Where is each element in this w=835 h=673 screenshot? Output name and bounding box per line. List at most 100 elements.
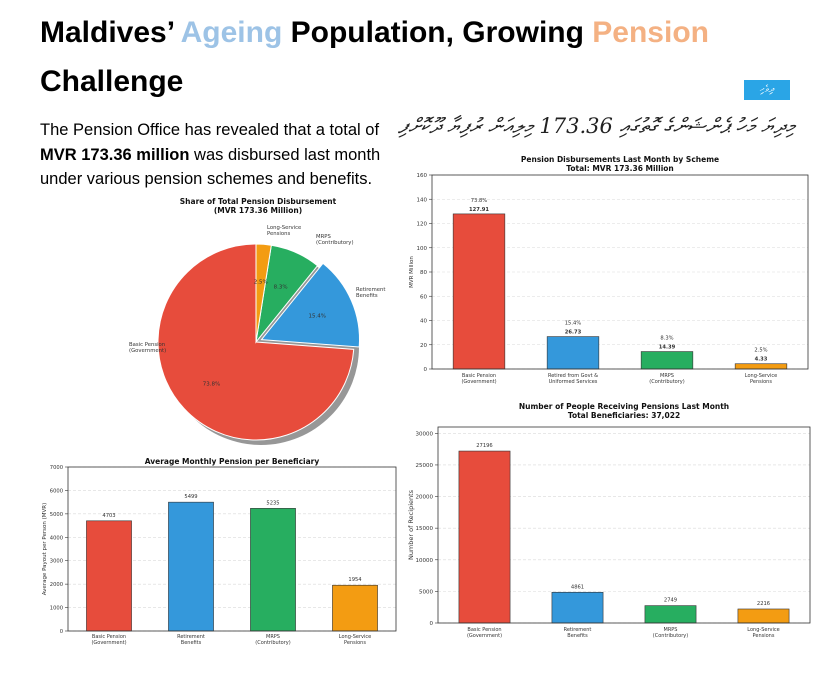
y-tick-label: 100	[417, 246, 428, 252]
pie-slice-label-0: Basic Pension (Government)	[129, 342, 166, 354]
x-category-label-0: Basic Pension (Government)	[91, 634, 126, 646]
chart-title-line-1: Total Beneficiaries: 37,022	[568, 411, 680, 420]
bar-value-label-3: 1954	[348, 577, 362, 583]
pie-slice-label-2: MRPS (Contributory)	[316, 234, 354, 246]
plot-frame	[67, 466, 397, 632]
pie-chart-panel: Share of Total Pension Disbursement (MVR …	[128, 194, 388, 446]
x-category-label-3: Long-Service Pensions	[339, 634, 371, 646]
headline-part-4: Challenge	[40, 65, 184, 98]
bar-1	[546, 336, 600, 370]
bar-3	[332, 584, 378, 632]
pie-slice-3	[255, 243, 272, 343]
y-tick-label: 120	[417, 222, 428, 228]
bar-percent-label-1: 15.4%	[565, 321, 582, 327]
y-tick-label: 5000	[419, 589, 433, 595]
y-tick-label: 2000	[50, 582, 63, 588]
intro-text-after: was disbursed last month under various p…	[40, 145, 381, 189]
article-headline: Maldives’ Ageing Population, Growing Pen…	[40, 8, 800, 106]
x-category-label-2: MRPS (Contributory)	[649, 373, 684, 385]
x-category-label-0: Basic Pension (Government)	[461, 373, 496, 385]
people-chart-panel: Number of People Receiving Pensions Last…	[402, 397, 812, 653]
headline-part-0: Maldives’	[40, 16, 181, 49]
dhivehi-headline: މިދިޔަ މަހު ޕެންޝަންގެ ގޮތުގައި 173.36 މ…	[397, 114, 795, 138]
x-category-label-1: Retired from Govt & Uniformed Services	[548, 373, 598, 385]
bar-3	[737, 608, 790, 624]
y-tick-label: 0	[424, 367, 428, 373]
y-tick-label: 30000	[416, 431, 434, 437]
y-tick-label: 7000	[50, 465, 63, 471]
intro-highlight: MVR 173.36 million	[40, 145, 190, 164]
y-tick-label: 20	[420, 343, 427, 349]
pie-chart: Share of Total Pension Disbursement(MVR …	[129, 197, 385, 445]
scheme-bar-chart: Pension Disbursements Last Month by Sche…	[409, 155, 809, 385]
x-category-label-1: Retirement Benefits	[177, 634, 205, 646]
bar-value-label-2: 2749	[664, 598, 677, 604]
bar-value-label-3: 2216	[757, 601, 770, 607]
x-category-label-2: MRPS (Contributory)	[653, 627, 688, 639]
chart-title-line-1: Total: MVR 173.36 Million	[566, 164, 674, 173]
bar-0	[458, 450, 511, 624]
x-category-label-1: Retirement Benefits	[564, 627, 592, 639]
bar-value-label-1: 5499	[184, 494, 197, 500]
y-tick-label: 5000	[50, 512, 63, 518]
bar-2	[250, 508, 296, 632]
pie-percent-label-2: 8.3%	[274, 284, 288, 290]
bar-value-label-0: 27196	[476, 443, 493, 449]
y-tick-label: 140	[417, 197, 428, 203]
y-tick-label: 6000	[50, 488, 63, 494]
y-tick-label: 4000	[50, 535, 63, 541]
chart-title-line-0: Pension Disbursements Last Month by Sche…	[521, 155, 719, 164]
y-axis-label: Number of Recipients	[407, 489, 415, 560]
bar-value-label-2: 5235	[266, 500, 279, 506]
bar-value-label-1: 26.73	[565, 330, 582, 336]
y-tick-label: 0	[430, 621, 434, 627]
pie-percent-label-3: 2.5%	[254, 279, 268, 285]
pie-slice-label-1: Retirement Benefits	[356, 287, 385, 299]
bar-3	[734, 363, 788, 370]
bar-0	[86, 520, 132, 632]
headline-part-3: Pension	[592, 16, 709, 49]
bar-1	[551, 591, 604, 624]
plot-frame	[437, 426, 811, 624]
language-toggle-button[interactable]: ދިވެހި	[744, 80, 790, 100]
y-tick-label: 25000	[416, 463, 434, 469]
average-bar-chart: Average Monthly Pension per Beneficiary 0…	[42, 457, 397, 646]
y-tick-label: 0	[60, 629, 63, 635]
bar-percent-label-3: 2.5%	[754, 348, 767, 354]
intro-text-before: The Pension Office has revealed that a t…	[40, 121, 380, 139]
pie-slice-label-3: Long-Service Pensions	[267, 225, 301, 237]
y-tick-label: 20000	[416, 495, 434, 501]
plot-frame	[431, 174, 809, 370]
x-category-label-3: Long-Service Pensions	[747, 627, 779, 639]
x-category-label-0: Basic Pension (Government)	[467, 627, 502, 639]
bar-1	[168, 501, 214, 632]
bar-2	[640, 351, 694, 370]
y-tick-label: 60	[420, 294, 427, 300]
y-tick-label: 3000	[50, 559, 63, 565]
y-tick-label: 15000	[416, 526, 434, 532]
headline-part-2: Population, Growing	[282, 16, 593, 49]
pie-percent-label-0: 73.8%	[203, 381, 220, 387]
y-tick-label: 1000	[50, 606, 63, 612]
intro-paragraph: The Pension Office has revealed that a t…	[40, 118, 400, 192]
bar-value-label-2: 14.39	[659, 345, 676, 351]
x-category-label-3: Long-Service Pensions	[745, 373, 777, 385]
bar-value-label-1: 4861	[571, 584, 584, 590]
bar-0	[452, 213, 506, 370]
bar-percent-label-0: 73.8%	[471, 198, 488, 204]
bar-2	[644, 605, 697, 624]
y-tick-label: 40	[420, 319, 427, 325]
chart-title-line-0: Number of People Receiving Pensions Last…	[519, 402, 729, 411]
y-tick-label: 10000	[416, 558, 434, 564]
y-tick-label: 80	[420, 270, 427, 276]
people-bar-chart: Number of People Receiving Pensions Last…	[407, 402, 811, 639]
chart-title-line-1: (MVR 173.36 Million)	[214, 206, 302, 215]
chart-title-line-0: Average Monthly Pension per Beneficiary	[145, 457, 320, 466]
average-chart-panel: Average Monthly Pension per Beneficiary 0…	[28, 453, 400, 653]
bar-value-label-0: 127.91	[469, 207, 489, 213]
bar-value-label-0: 4703	[102, 513, 115, 519]
headline-part-1: Ageing	[180, 16, 283, 49]
pie-percent-label-1: 15.4%	[309, 313, 326, 319]
x-category-label-2: MRPS (Contributory)	[255, 634, 290, 646]
bar-percent-label-2: 8.3%	[660, 336, 673, 342]
